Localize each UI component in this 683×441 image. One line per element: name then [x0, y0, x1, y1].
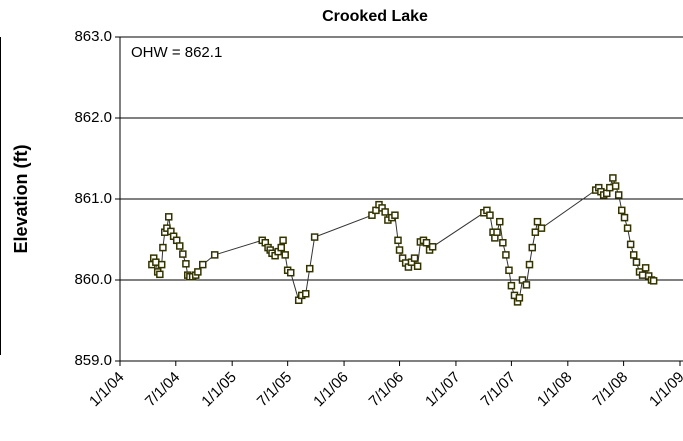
point-marker	[533, 217, 542, 226]
x-tick-label: 7/1/08	[590, 369, 632, 411]
point-marker	[499, 238, 507, 247]
point-marker	[614, 191, 623, 199]
point-marker	[522, 281, 531, 289]
point-marker	[391, 211, 399, 219]
point-marker	[496, 217, 504, 226]
point-marker	[422, 238, 431, 247]
y-axis-label: Elevation (ft)	[11, 144, 31, 253]
point-marker	[623, 224, 632, 232]
point-marker	[641, 264, 650, 272]
point-marker	[210, 251, 219, 259]
x-tick-label: 7/1/07	[478, 369, 520, 411]
point-marker	[629, 251, 638, 259]
point-marker	[395, 246, 404, 254]
point-marker	[618, 206, 626, 215]
y-tick-label: 863.0	[74, 28, 112, 45]
point-marker	[281, 251, 289, 259]
point-marker	[305, 264, 314, 273]
point-marker	[518, 276, 527, 284]
point-marker	[194, 268, 202, 276]
x-tick-label: 7/1/05	[254, 369, 296, 411]
point-marker	[413, 262, 422, 270]
point-marker	[182, 260, 190, 268]
point-marker	[531, 228, 540, 236]
x-tick-label: 1/1/06	[310, 369, 352, 411]
point-marker	[525, 260, 534, 269]
point-marker	[493, 228, 501, 236]
point-marker	[157, 260, 166, 269]
point-marker	[199, 260, 207, 269]
point-marker	[649, 277, 658, 285]
point-marker	[381, 208, 389, 216]
x-tick-label: 1/1/07	[422, 369, 464, 411]
point-marker	[176, 242, 184, 250]
point-marker	[505, 266, 513, 275]
point-marker	[301, 290, 310, 298]
point-marker	[611, 182, 620, 190]
point-marker	[515, 294, 524, 302]
point-marker	[410, 254, 419, 262]
point-marker	[620, 213, 629, 222]
point-marker	[164, 213, 173, 221]
point-marker	[528, 243, 537, 252]
point-marker	[179, 250, 187, 258]
y-tick-label: 862.0	[74, 109, 112, 126]
point-marker	[159, 243, 167, 252]
x-tick-label: 1/1/05	[198, 369, 240, 411]
point-marker	[609, 174, 617, 182]
x-tick-label: 7/1/04	[142, 369, 184, 411]
chart-title: Crooked Lake	[322, 8, 428, 25]
point-marker	[632, 258, 641, 266]
y-tick-label: 859.0	[74, 352, 112, 369]
point-marker	[368, 211, 376, 219]
x-tick-label: 7/1/06	[366, 369, 408, 411]
annotation: OHW = 862.1	[131, 44, 222, 61]
point-marker	[310, 233, 319, 241]
series-line	[151, 176, 654, 304]
point-marker	[279, 236, 287, 245]
y-tick-label: 860.0	[74, 271, 112, 288]
x-tick-label: 1/1/04	[86, 369, 128, 411]
point-marker	[626, 240, 635, 249]
point-marker	[502, 251, 510, 259]
point-marker	[286, 268, 295, 277]
point-marker	[507, 281, 516, 290]
point-marker	[537, 224, 546, 232]
point-marker	[486, 211, 494, 219]
y-tick-label: 861.0	[74, 190, 112, 207]
x-tick-label: 1/1/08	[534, 369, 576, 411]
x-tick-label: 1/1/09	[646, 369, 683, 411]
point-marker	[428, 243, 437, 251]
point-marker	[156, 270, 164, 279]
point-marker	[394, 236, 402, 245]
point-marker	[277, 243, 285, 252]
point-marker	[638, 271, 647, 279]
